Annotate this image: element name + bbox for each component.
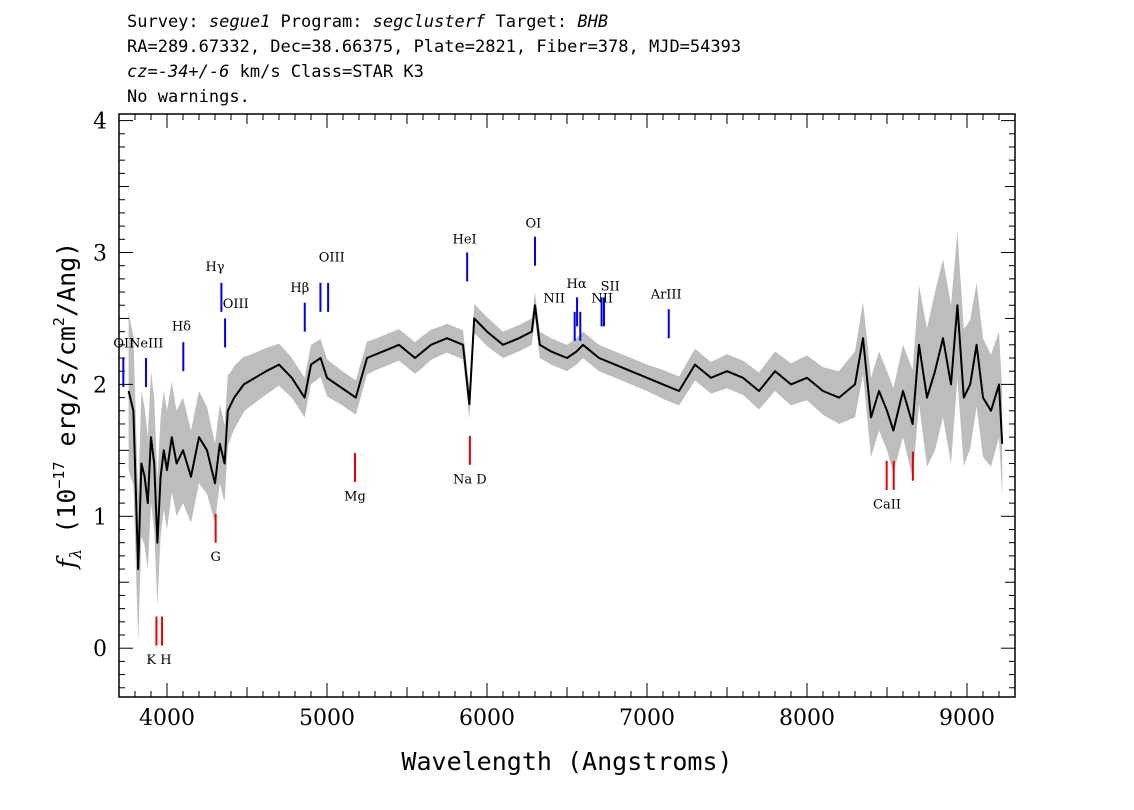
- header-line-2: RA=289.67332, Dec=38.66375, Plate=2821, …: [127, 37, 742, 57]
- cz-unit-class: km/s Class=STAR K3: [229, 62, 424, 82]
- emission-line-label: ArIII: [650, 288, 682, 303]
- target-value: BHB: [577, 12, 609, 32]
- y-axis-title: fλ (10−17 erg/s/cm2/Ang): [50, 242, 85, 570]
- plot-area: [127, 231, 1004, 642]
- y-tick-label: 2: [93, 373, 107, 398]
- x-tick-label: 9000: [939, 706, 995, 731]
- program-value: segclusterf: [372, 12, 486, 32]
- header-line-1: Survey: segue1 Program: segclusterf Targ…: [127, 12, 608, 32]
- emission-line-label: Hδ: [172, 319, 191, 334]
- emission-line-label: Hβ: [290, 281, 309, 296]
- emission-line-label: OIII: [223, 297, 249, 312]
- y-tick-label: 0: [93, 637, 107, 662]
- header-line-4: No warnings.: [127, 87, 250, 107]
- error-band: [128, 231, 1003, 642]
- y-tick-label: 1: [93, 505, 107, 530]
- target-label: Target:: [485, 12, 578, 32]
- absorption-line-label: Na D: [453, 472, 487, 487]
- y-axis-title-mid: erg/s/cm: [52, 326, 81, 461]
- x-tick-label: 8000: [779, 706, 835, 731]
- absorption-line-label: K H: [146, 653, 171, 668]
- emission-line-label: HeI: [453, 232, 477, 247]
- x-tick-label: 6000: [459, 706, 515, 731]
- survey-value: segue1: [208, 12, 271, 32]
- emission-line-label: NII: [543, 292, 565, 307]
- cz-value: -34+/-6: [157, 62, 230, 82]
- absorption-line-label: CaII: [873, 497, 901, 512]
- y-axis-title-post: /Ang): [52, 242, 81, 317]
- program-label: Program:: [270, 12, 373, 32]
- x-tick-label: 7000: [619, 706, 675, 731]
- absorption-line-label: G: [210, 550, 220, 565]
- emission-line-label: OI: [526, 216, 542, 231]
- flux-series-line: [127, 304, 1004, 571]
- survey-label: Survey:: [127, 12, 209, 32]
- header-line-3: cz=-34+/-6 km/s Class=STAR K3: [127, 62, 424, 82]
- emission-line-label: NeIII: [129, 336, 163, 351]
- x-tick-label: 4000: [139, 706, 195, 731]
- y-tick-label: 4: [93, 110, 107, 135]
- cz-label: cz=: [127, 62, 158, 82]
- y-axis-title-sub: λ: [66, 549, 85, 560]
- y-axis-title-pre: (10: [52, 489, 81, 549]
- emission-line-label: SII: [601, 280, 620, 295]
- x-axis-title: Wavelength (Angstroms): [401, 747, 732, 776]
- emission-line-label: Hγ: [205, 260, 224, 275]
- x-tick-label: 5000: [299, 706, 355, 731]
- emission-line-label: NII: [591, 292, 613, 307]
- absorption-line-label: Mg: [344, 489, 366, 504]
- y-tick-label: 3: [93, 241, 107, 266]
- y-axis-title-f: f: [52, 555, 81, 570]
- emission-line-label: OIII: [319, 251, 345, 266]
- emission-line-label: Hα: [567, 277, 587, 292]
- y-axis-title-exp2: 2: [50, 317, 68, 326]
- y-axis-title-exp1: −17: [50, 462, 68, 489]
